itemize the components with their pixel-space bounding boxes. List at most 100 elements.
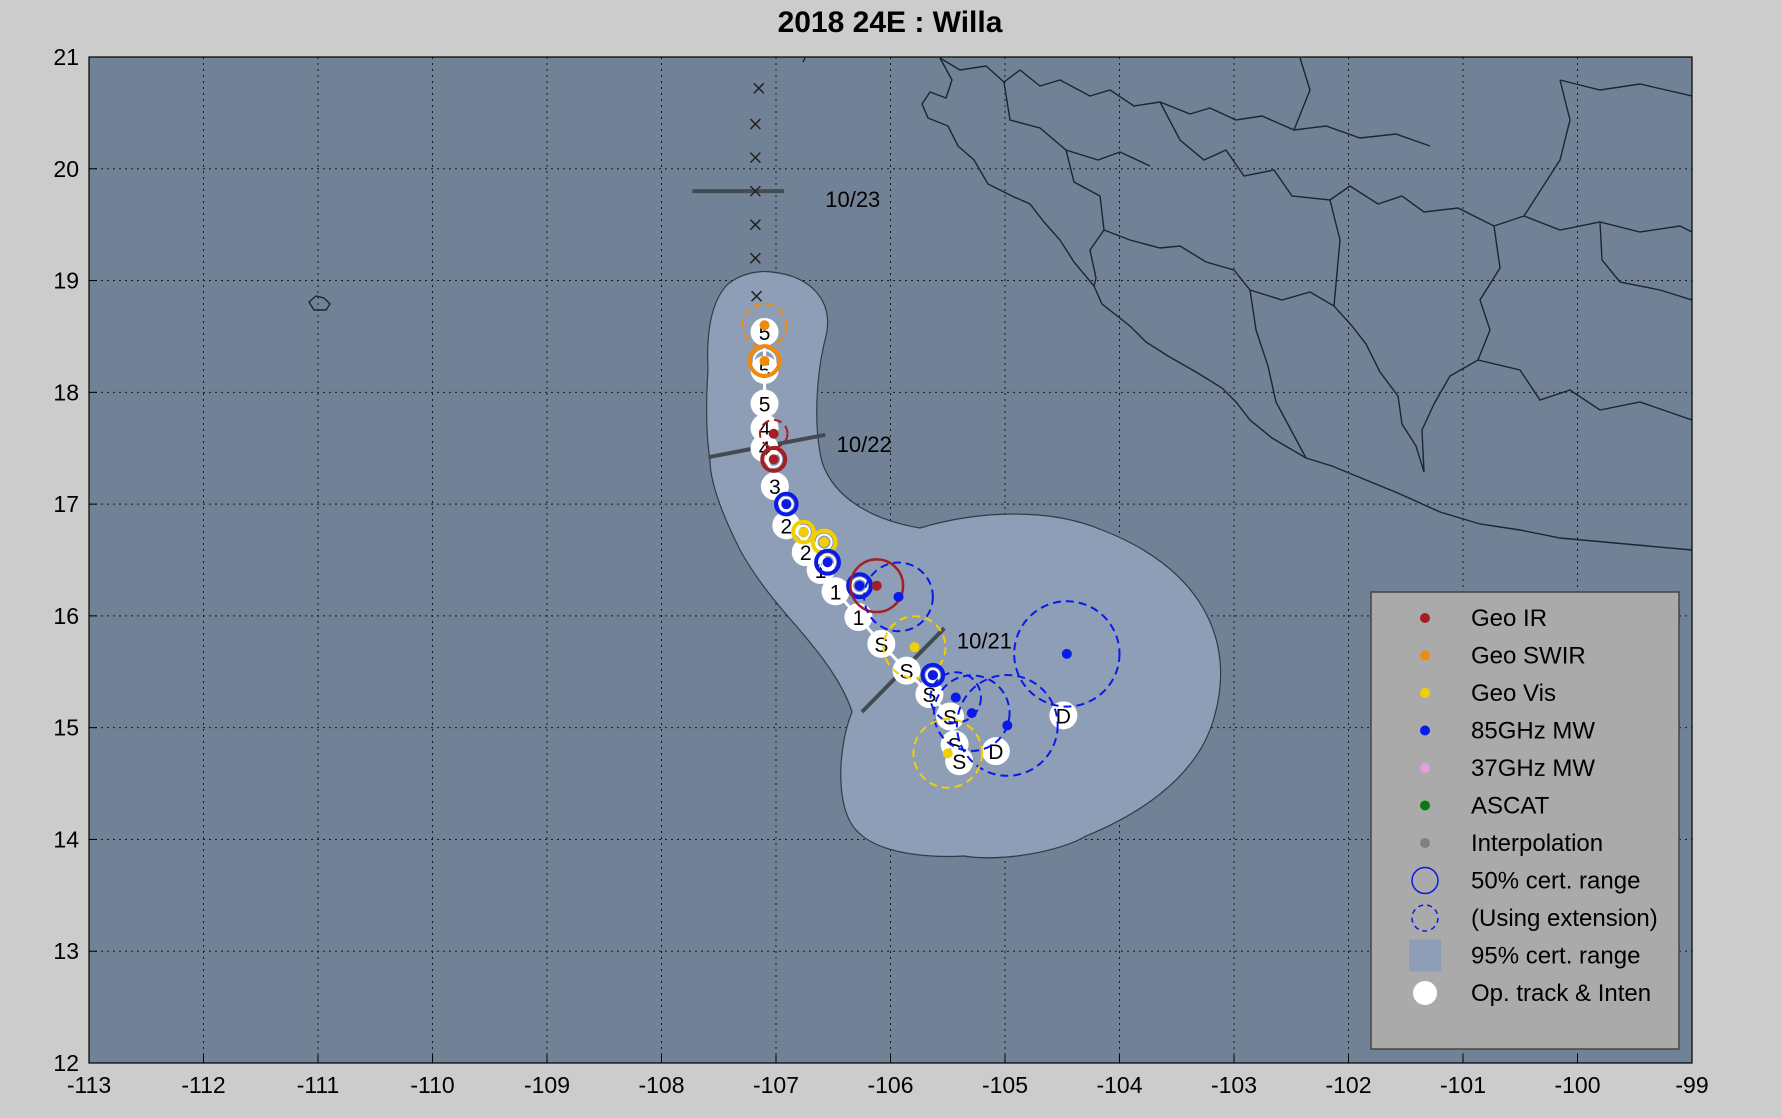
forecast-point-marker	[749, 118, 761, 130]
fix-ring-extension	[929, 671, 982, 724]
fix-center-dot	[759, 320, 770, 331]
y-tick-label: 21	[53, 44, 79, 70]
fix-center-dot	[819, 537, 830, 548]
intensity-label: D	[1056, 705, 1071, 728]
forecast-point-marker	[749, 152, 761, 164]
axis-ticks: -113 -112 -111 -110 -109 -108 -107 -106 -105 -104…	[53, 44, 1708, 1098]
fix-ring-inner	[779, 496, 794, 512]
forecast-point-marker	[750, 35, 760, 45]
legend-dot-icon	[1420, 763, 1430, 773]
legend-label: ASCAT	[1471, 793, 1550, 820]
state-border	[1329, 199, 1341, 307]
fix-ring-inner	[796, 524, 811, 540]
state-border	[1293, 57, 1311, 131]
fix-ring-50-percent	[814, 548, 841, 576]
y-tick-label: 16	[53, 603, 79, 629]
fix-ring-extension	[758, 418, 789, 449]
op-track-point	[821, 577, 850, 606]
fix-ring-50-percent	[791, 519, 816, 545]
state-border	[1477, 225, 1692, 421]
x-tick-label: -113	[67, 1072, 111, 1098]
legend-dot-icon	[1420, 613, 1430, 623]
date-label: 10/23	[825, 187, 880, 212]
legend-label: Geo SWIR	[1471, 643, 1586, 670]
fix-center-dot	[1061, 648, 1072, 659]
fix-center-dot	[950, 692, 961, 703]
coastline	[308, 57, 1692, 551]
fix-ring-50-percent	[810, 528, 838, 556]
intensity-label: D	[988, 741, 1003, 764]
y-tick-label: 17	[53, 491, 79, 517]
fix-ring-extension	[912, 718, 984, 789]
fix-center-dot	[822, 557, 833, 568]
intensity-label: 5	[759, 322, 771, 345]
fix-center-dot	[759, 356, 770, 367]
state-border	[1089, 229, 1105, 287]
fix-center-dot	[909, 642, 920, 653]
fix-ring-extension	[955, 674, 1059, 777]
intensity-label: 1	[853, 607, 865, 630]
x-tick-label: -111	[297, 1072, 340, 1098]
y-tick-label: 18	[53, 379, 79, 405]
satellite-fixes	[741, 302, 1121, 789]
legend-label: Op. track & Inten	[1471, 980, 1651, 1007]
x-tick-label: -103	[1211, 1072, 1257, 1098]
legend-label: 85GHz MW	[1471, 718, 1595, 745]
x-tick-label: -107	[753, 1072, 799, 1098]
state-border	[1065, 149, 1425, 473]
fix-ring-50-percent	[760, 445, 788, 473]
chart-title: 2018 24E : Willa	[778, 6, 1003, 39]
fix-ring-50-percent	[846, 572, 874, 600]
fix-ring-extension	[933, 674, 1011, 752]
legend-label: 95% cert. range	[1471, 943, 1640, 970]
legend-label: (Using extension)	[1471, 905, 1658, 932]
y-tick-label: 13	[53, 938, 79, 964]
state-border	[1599, 221, 1692, 301]
fix-center-dot	[798, 527, 809, 538]
legend-dot-icon	[1420, 838, 1430, 848]
legend-label: 50% cert. range	[1471, 868, 1640, 895]
x-tick-label: -102	[1325, 1072, 1371, 1098]
forecast-point-marker	[751, 290, 763, 302]
fix-center-dot	[768, 428, 779, 439]
fix-center-dot	[927, 670, 938, 681]
x-tick-label: -104	[1096, 1072, 1142, 1098]
y-tick-label: 14	[53, 826, 79, 852]
legend-dot-icon	[1420, 725, 1430, 736]
legend-label: 37GHz MW	[1471, 755, 1595, 782]
intensity-label: S	[943, 706, 957, 729]
fix-ring-extension	[882, 615, 947, 680]
legend-label: Geo IR	[1471, 605, 1547, 632]
legend-white-dot-icon	[1413, 981, 1437, 1005]
forecast-point-marker	[749, 219, 761, 231]
legend-label: Interpolation	[1471, 830, 1603, 857]
forecast-track	[749, 35, 765, 302]
cone-95-percent	[706, 270, 1222, 859]
fix-center-dot	[1002, 720, 1013, 731]
forecast-point-marker	[749, 252, 761, 264]
intensity-label: S	[922, 684, 936, 707]
fix-ring-50-percent	[747, 344, 782, 378]
op-track-point	[892, 656, 921, 685]
fix-center-dot	[854, 580, 865, 591]
x-tick-label: -106	[867, 1072, 913, 1098]
legend-label: Geo Vis	[1471, 680, 1556, 707]
fix-center-dot	[871, 580, 882, 591]
fix-center-dot	[781, 499, 792, 510]
intensity-label: 1	[830, 581, 842, 604]
y-tick-label: 20	[53, 156, 79, 182]
op-track-point	[750, 355, 779, 384]
x-tick-label: -99	[1675, 1072, 1708, 1098]
fix-center-dot	[942, 748, 953, 759]
y-tick-label: 19	[53, 268, 79, 294]
fix-ring-inner	[925, 667, 941, 683]
fix-ring-50-percent	[849, 558, 905, 614]
x-tick-label: -105	[982, 1072, 1028, 1098]
y-tick-label: 15	[53, 715, 79, 741]
state-border	[1523, 215, 1692, 233]
x-tick-label: -108	[638, 1072, 684, 1098]
mexico-coastline	[802, 57, 1692, 551]
fix-ring-50-percent	[774, 491, 799, 517]
